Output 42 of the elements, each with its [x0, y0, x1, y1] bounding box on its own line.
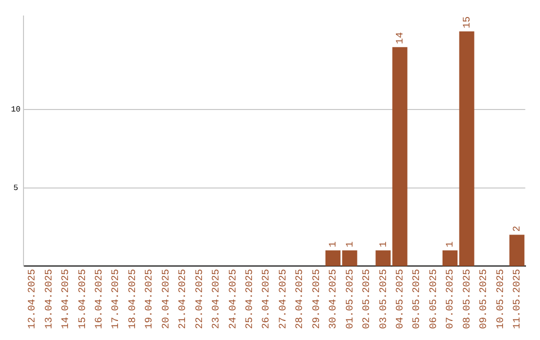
x-tick-label: 28.04.2025 — [295, 268, 306, 330]
data-label: 2 — [512, 226, 524, 232]
data-label: 1 — [345, 241, 356, 248]
x-tick-label: 03.05.2025 — [378, 268, 390, 330]
x-tick-label: 19.04.2025 — [144, 268, 156, 330]
x-tick-label: 22.04.2025 — [194, 268, 206, 330]
x-tick-label: 02.05.2025 — [362, 268, 374, 330]
x-tick-label: 13.04.2025 — [44, 268, 56, 330]
x-tick-label: 12.04.2025 — [28, 268, 39, 330]
data-label: 1 — [328, 241, 340, 248]
bar — [376, 250, 391, 266]
x-tick-label: 25.04.2025 — [244, 268, 256, 330]
bar — [392, 47, 408, 266]
bar — [509, 234, 524, 266]
x-tick-label: 15.04.2025 — [78, 268, 89, 330]
x-tick-label: 18.04.2025 — [128, 268, 139, 330]
x-tick-label: 23.04.2025 — [212, 268, 223, 330]
x-tick-label: 20.04.2025 — [161, 268, 172, 330]
x-tick-label: 05.05.2025 — [412, 268, 424, 330]
x-tick-label: 09.05.2025 — [479, 268, 490, 330]
x-tick-label: 17.04.2025 — [111, 268, 122, 330]
x-tick-label: 24.04.2025 — [228, 268, 240, 330]
data-label: 15 — [462, 16, 474, 28]
x-tick-label: 29.04.2025 — [312, 268, 323, 330]
data-label: 1 — [378, 241, 390, 248]
x-tick-label: 30.04.2025 — [328, 268, 340, 330]
x-tick-label: 01.05.2025 — [345, 268, 356, 330]
x-tick-label: 14.04.2025 — [61, 268, 72, 330]
y-tick-label: 10 — [10, 106, 21, 115]
data-label: 14 — [395, 32, 406, 44]
x-tick-label: 27.04.2025 — [278, 268, 290, 330]
x-tick-label: 04.05.2025 — [395, 268, 406, 330]
x-tick-label: 11.05.2025 — [512, 268, 524, 330]
x-tick-label: 06.05.2025 — [428, 268, 440, 330]
x-tick-label: 10.05.2025 — [496, 268, 507, 330]
x-tick-label: 08.05.2025 — [462, 268, 474, 330]
x-tick-label: 21.04.2025 — [178, 268, 190, 330]
x-tick-label: 16.04.2025 — [94, 268, 106, 330]
x-tick-label: 26.04.2025 — [262, 268, 273, 330]
x-tick-label: 07.05.2025 — [446, 268, 457, 330]
y-tick-label: 5 — [13, 184, 18, 193]
data-label: 1 — [446, 241, 457, 248]
